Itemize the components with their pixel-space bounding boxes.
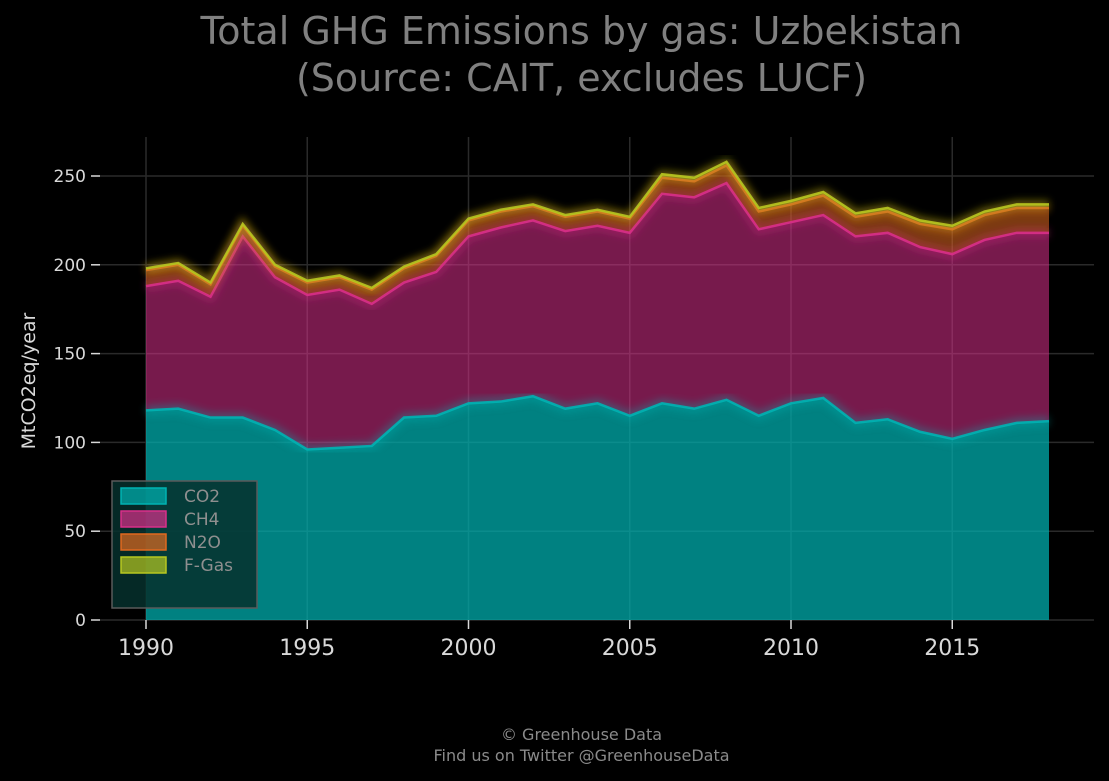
chart-title-line2: (Source: CAIT, excludes LUCF) (295, 56, 868, 100)
legend-swatch-n2o (120, 533, 167, 551)
ytick-label-50: 50 (64, 522, 86, 542)
y-axis-label: MtCO2eq/year (18, 312, 40, 449)
area-series (145, 156, 1050, 620)
legend-label-n2o: N2O (184, 533, 221, 553)
axes: 0 50 100 150 200 250 1990 1995 2000 2005 2010 2015 M… (18, 167, 980, 661)
chart-title-line1: Total GHG Emissions by gas: Uzbekistan (200, 9, 963, 53)
legend: CO2 CH4 N2O F-Gas (111, 480, 258, 609)
footer-copyright: © Greenhouse Data (500, 725, 663, 744)
legend-label-ch4: CH4 (184, 510, 219, 530)
ytick-label-250: 250 (54, 167, 86, 187)
legend-label-co2: CO2 (184, 487, 220, 507)
xtick-label-2000: 2000 (441, 636, 497, 661)
ytick-label-100: 100 (54, 433, 86, 453)
xtick-label-2005: 2005 (602, 636, 658, 661)
legend-swatch-co2 (120, 487, 167, 505)
line-ch4 (145, 181, 1049, 306)
ytick-label-200: 200 (54, 256, 86, 276)
area-co2 (146, 396, 1049, 620)
area-ch4 (146, 183, 1049, 450)
legend-swatch-ch4 (120, 510, 167, 528)
xtick-label-2015: 2015 (924, 636, 980, 661)
line-co2 (145, 394, 1050, 451)
xtick-label-2010: 2010 (763, 636, 819, 661)
xtick-label-1995: 1995 (279, 636, 335, 661)
footer-twitter: Find us on Twitter @GreenhouseData (433, 746, 730, 765)
ytick-label-150: 150 (54, 345, 86, 365)
legend-label-f-gas: F-Gas (184, 556, 233, 576)
line-f-gas (145, 160, 1049, 290)
legend-swatch-f-gas (120, 556, 167, 574)
ytick-label-0: 0 (75, 611, 86, 631)
xtick-label-1990: 1990 (118, 636, 174, 661)
footer-credit: © Greenhouse Data Find us on Twitter @Gr… (0, 724, 1109, 766)
chart-title: Total GHG Emissions by gas: Uzbekistan (… (0, 8, 1109, 102)
